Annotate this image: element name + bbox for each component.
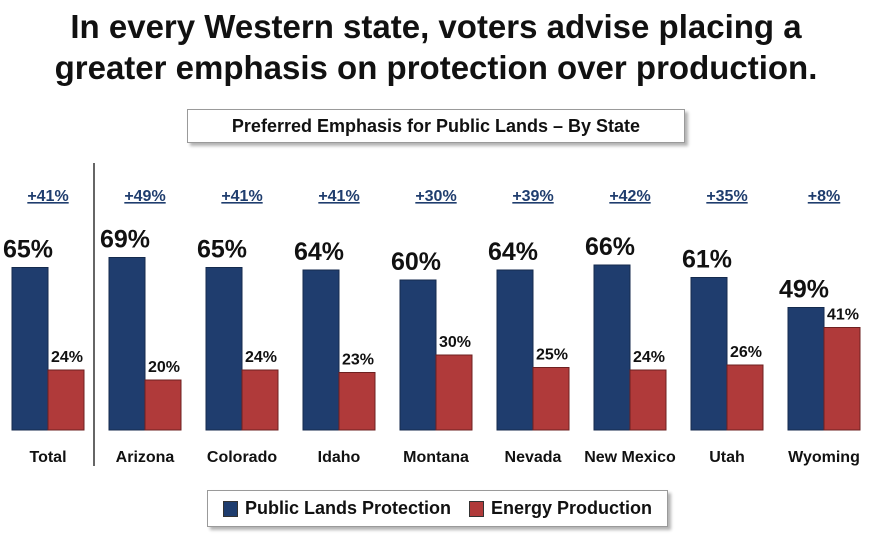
value-label-protection: 60% (391, 248, 441, 276)
headline: In every Western state, voters advise pl… (0, 6, 872, 88)
difference-label: +41% (27, 188, 68, 205)
legend-swatch-production (469, 500, 484, 517)
category-label: Wyoming (788, 449, 860, 466)
category-label: Colorado (207, 449, 277, 466)
category-label: Utah (709, 449, 745, 466)
difference-label: +30% (415, 188, 456, 205)
category-label: Idaho (318, 449, 361, 466)
bar-protection (302, 269, 340, 431)
bar-production (532, 367, 570, 431)
value-label-protection: 64% (488, 238, 538, 266)
value-label-production: 41% (827, 307, 859, 324)
value-label-production: 20% (148, 359, 180, 376)
value-label-protection: 61% (682, 246, 732, 274)
legend: Public Lands Protection Energy Productio… (207, 490, 668, 527)
difference-label: +8% (808, 188, 840, 205)
bar-production (144, 379, 182, 431)
value-label-production: 23% (342, 352, 374, 369)
bar-production (726, 364, 764, 431)
value-label-protection: 65% (3, 236, 53, 264)
difference-label: +39% (512, 188, 553, 205)
chart-title-box: Preferred Emphasis for Public Lands – By… (187, 109, 685, 143)
legend-label-production: Energy Production (491, 498, 653, 518)
headline-line-2: greater emphasis on protection over prod… (54, 49, 818, 86)
value-label-production: 24% (51, 349, 83, 366)
bar-protection (108, 257, 146, 431)
bar-protection (787, 307, 825, 431)
difference-label: +41% (318, 188, 359, 205)
value-label-production: 24% (245, 349, 277, 366)
legend-label-protection: Public Lands Protection (244, 498, 451, 518)
value-label-protection: 65% (197, 236, 247, 264)
difference-label: +49% (124, 188, 165, 205)
bar-protection (11, 267, 49, 431)
bar-production (47, 369, 85, 431)
bar-production (435, 354, 473, 431)
value-label-production: 26% (730, 344, 762, 361)
value-label-production: 25% (536, 347, 568, 364)
difference-label: +42% (609, 188, 650, 205)
category-label: Montana (403, 449, 469, 466)
category-label: Nevada (505, 449, 562, 466)
category-label: New Mexico (584, 449, 676, 466)
legend-item-protection: Public Lands Protection (222, 498, 451, 519)
category-label: Arizona (116, 449, 175, 466)
bar-production (629, 369, 667, 431)
value-label-protection: 49% (779, 276, 829, 304)
difference-label: +41% (221, 188, 262, 205)
bar-production (823, 327, 861, 431)
bar-production (338, 372, 376, 431)
category-label: Total (29, 449, 66, 466)
value-label-protection: 69% (100, 226, 150, 254)
bar-protection (690, 277, 728, 431)
headline-line-1: In every Western state, voters advise pl… (70, 8, 802, 45)
chart-title: Preferred Emphasis for Public Lands – By… (231, 115, 641, 136)
legend-item-production: Energy Production (469, 498, 652, 519)
bar-protection (399, 279, 437, 431)
value-label-protection: 66% (585, 233, 635, 261)
bar-protection (205, 267, 243, 431)
difference-label: +35% (706, 188, 747, 205)
bar-production (241, 369, 279, 431)
value-label-production: 24% (633, 349, 665, 366)
bar-protection (496, 269, 534, 431)
value-label-protection: 64% (294, 238, 344, 266)
bar-protection (593, 264, 631, 431)
legend-swatch-protection (222, 500, 238, 517)
value-label-production: 30% (439, 334, 471, 351)
